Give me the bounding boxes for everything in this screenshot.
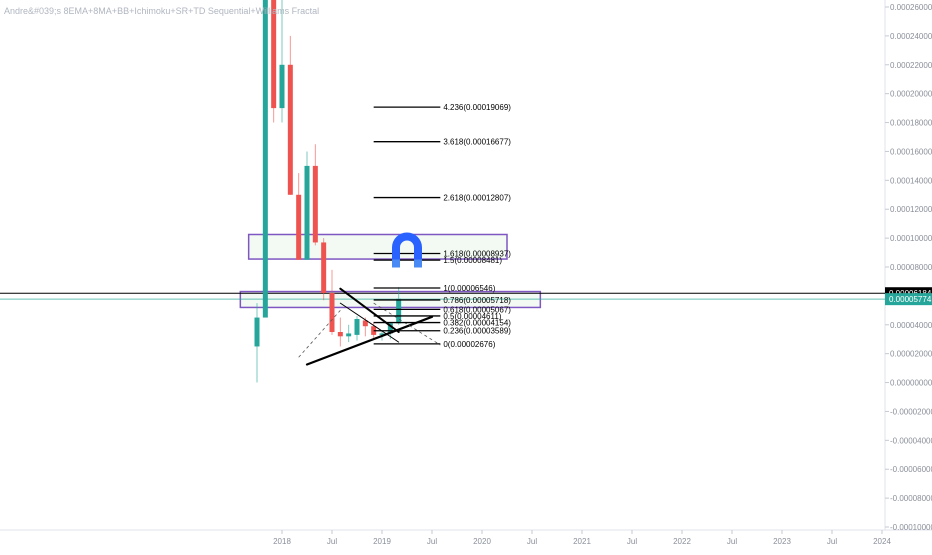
candle-body[interactable] bbox=[379, 333, 385, 335]
x-tick-label: 2018 bbox=[273, 537, 291, 546]
price-badge-label: 0.00005774 bbox=[889, 295, 932, 304]
x-tick-label: Jul bbox=[827, 537, 837, 546]
candle-body[interactable] bbox=[312, 165, 318, 243]
candle-body[interactable] bbox=[304, 165, 310, 260]
indicator-title: Andre&#039;s 8EMA+8MA+BB+Ichimoku+SR+TD … bbox=[4, 6, 320, 16]
magnet-icon bbox=[392, 232, 422, 268]
y-tick-label: -0.00004000 bbox=[890, 436, 932, 445]
y-tick-label: -0.00006000 bbox=[890, 465, 932, 474]
trend-line-3[interactable] bbox=[339, 302, 400, 343]
fib-level-label: 0.236(0.00003589) bbox=[443, 327, 511, 336]
candle-body[interactable] bbox=[271, 0, 277, 109]
fib-level-label: 0.382(0.00004154) bbox=[443, 319, 511, 328]
fib-level-label: 1.618(0.00008937) bbox=[443, 249, 511, 258]
dashed-line-2 bbox=[373, 302, 441, 346]
candle-body[interactable] bbox=[262, 0, 268, 318]
x-tick-label: 2019 bbox=[373, 537, 391, 546]
fib-level-label: 4.236(0.00019069) bbox=[443, 103, 511, 112]
candle-body[interactable] bbox=[346, 333, 352, 337]
fib-level-label: 0(0.00002676) bbox=[443, 340, 495, 349]
y-tick-label: 0.00004000 bbox=[890, 321, 932, 330]
y-tick-label: 0.00010000 bbox=[890, 234, 932, 243]
candle-body[interactable] bbox=[296, 194, 302, 260]
x-tick-label: 2024 bbox=[873, 537, 891, 546]
x-tick-label: Jul bbox=[527, 537, 537, 546]
candle-body[interactable] bbox=[254, 317, 260, 347]
fib-level-label: 3.618(0.00016677) bbox=[443, 138, 511, 147]
candle-body[interactable] bbox=[337, 332, 343, 337]
y-tick-label: 0.00026000 bbox=[890, 3, 932, 12]
x-tick-label: 2020 bbox=[473, 537, 491, 546]
y-tick-label: 0.00012000 bbox=[890, 205, 932, 214]
x-tick-label: Jul bbox=[427, 537, 437, 546]
candle-body[interactable] bbox=[362, 320, 368, 327]
x-tick-label: 2023 bbox=[773, 537, 791, 546]
y-tick-label: -0.00008000 bbox=[890, 494, 932, 503]
y-tick-label: 0.00008000 bbox=[890, 263, 932, 272]
y-tick-label: -0.00010000 bbox=[890, 523, 932, 532]
y-tick-label: 0.00000000 bbox=[890, 379, 932, 388]
x-tick-label: Jul bbox=[727, 537, 737, 546]
y-tick-label: 0.00018000 bbox=[890, 119, 932, 128]
dashed-line-1 bbox=[298, 310, 341, 358]
candle-body[interactable] bbox=[287, 64, 293, 195]
candle-body[interactable] bbox=[321, 242, 327, 293]
y-tick-label: -0.00002000 bbox=[890, 407, 932, 416]
candle-body[interactable] bbox=[396, 298, 402, 324]
x-tick-label: 2021 bbox=[573, 537, 591, 546]
candle-body[interactable] bbox=[387, 323, 393, 334]
fib-level-label: 0.786(0.00005718) bbox=[443, 296, 511, 305]
candle-body[interactable] bbox=[354, 319, 360, 335]
y-tick-label: 0.00016000 bbox=[890, 147, 932, 156]
fib-level-label: 2.618(0.00012807) bbox=[443, 194, 511, 203]
y-tick-label: 0.00024000 bbox=[890, 32, 932, 41]
y-tick-label: 0.00014000 bbox=[890, 176, 932, 185]
x-tick-label: Jul bbox=[627, 537, 637, 546]
x-tick-label: Jul bbox=[327, 537, 337, 546]
fib-level-label: 1.5(0.00008481) bbox=[443, 256, 502, 265]
y-tick-label: 0.00022000 bbox=[890, 61, 932, 70]
fib-level-label: 1(0.00006546) bbox=[443, 284, 495, 293]
y-tick-label: 0.00002000 bbox=[890, 350, 932, 359]
y-tick-label: 0.00020000 bbox=[890, 90, 932, 99]
zone-box-1[interactable] bbox=[247, 233, 508, 260]
x-tick-label: 2022 bbox=[673, 537, 691, 546]
candle-body[interactable] bbox=[279, 64, 285, 109]
candle-body[interactable] bbox=[329, 293, 335, 332]
trend-line-2[interactable] bbox=[339, 287, 400, 333]
fib-level-label: 0.618(0.00005067) bbox=[443, 305, 511, 314]
price-badge-2[interactable] bbox=[885, 293, 932, 306]
trend-line-1[interactable] bbox=[305, 315, 434, 366]
fib-level-label: 0.5(0.00004611) bbox=[443, 312, 501, 321]
